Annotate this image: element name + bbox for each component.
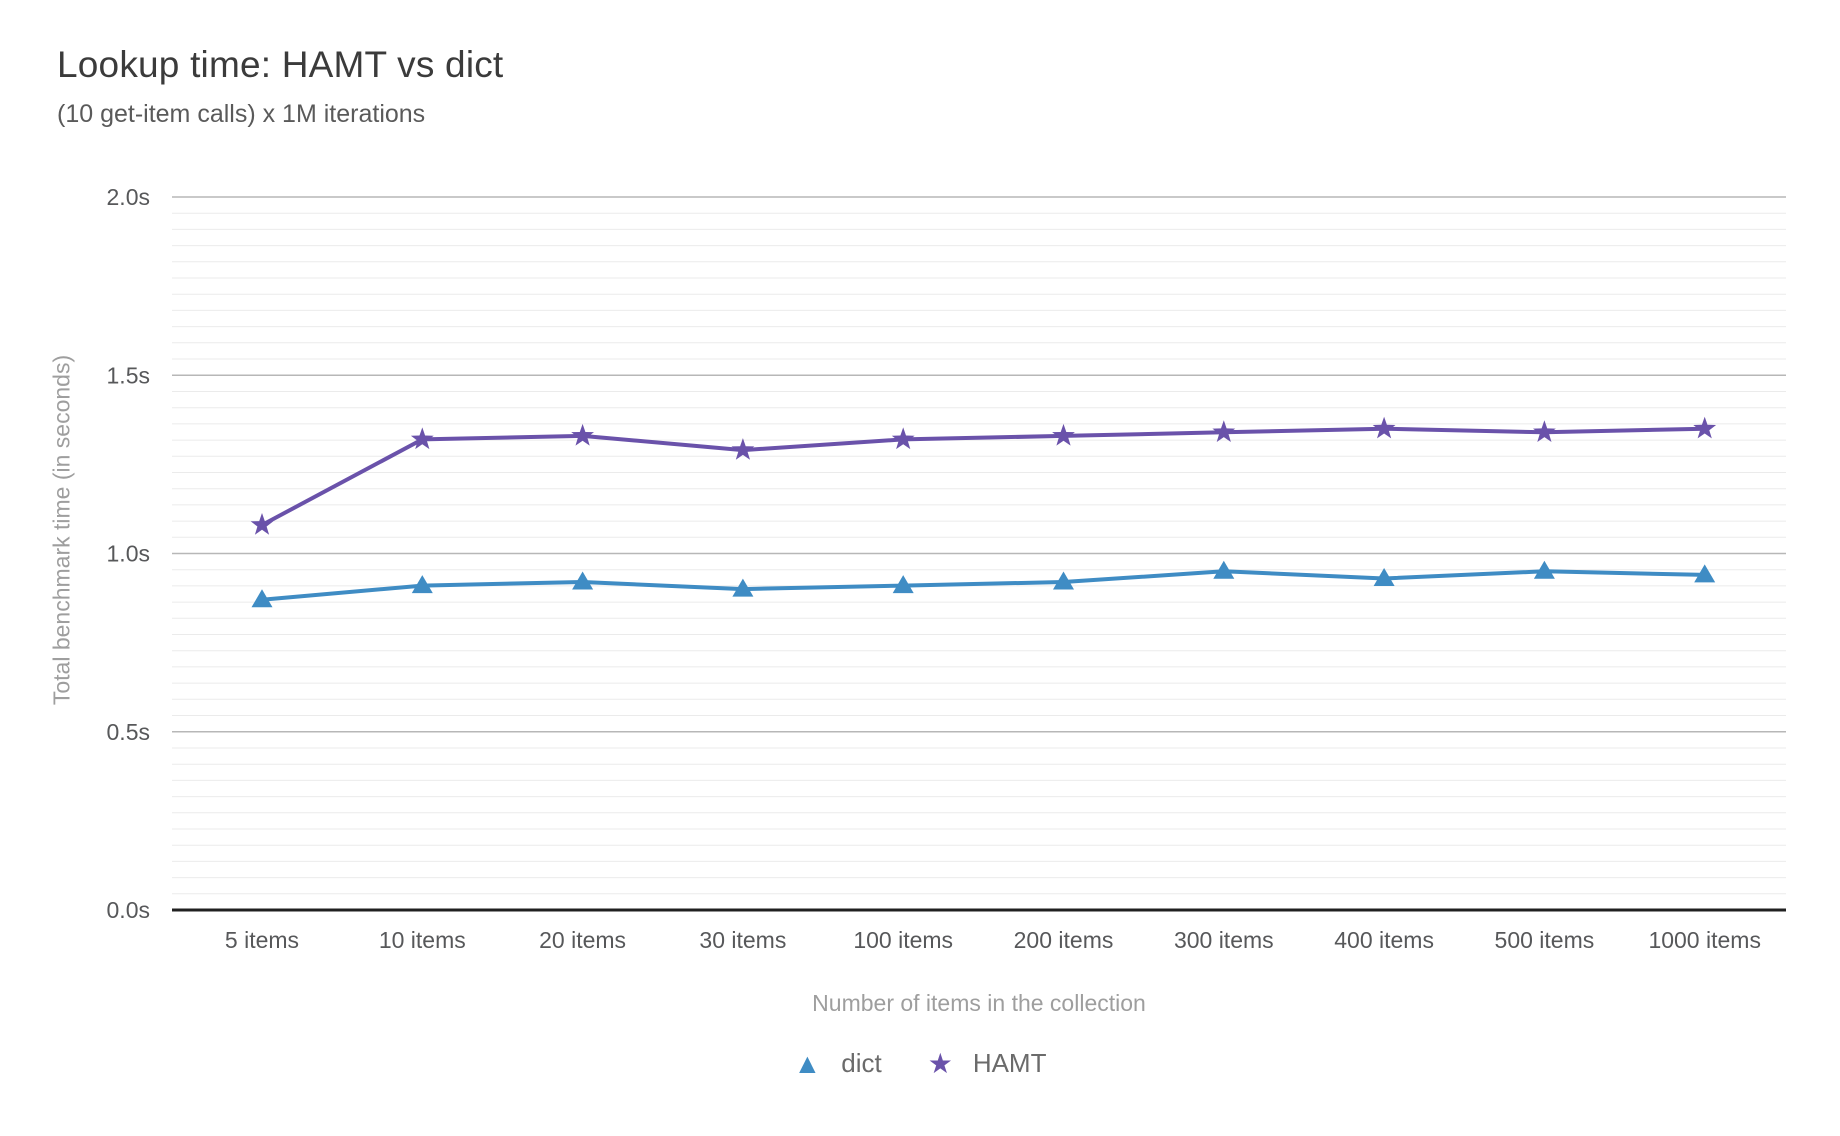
y-tick-label: 1.5s [107, 362, 150, 388]
x-axis-title: Number of items in the collection [812, 990, 1146, 1016]
marker-HAMT-8[interactable] [1533, 420, 1556, 442]
chart-subtitle: (10 get-item calls) x 1M iterations [57, 100, 426, 128]
series-line-HAMT [261, 426, 1705, 527]
marker-HAMT-0[interactable] [250, 513, 274, 535]
y-axis-title: Total benchmark time (in seconds) [48, 354, 75, 706]
x-tick-label: 200 items [1014, 927, 1114, 953]
x-tick-label: 1000 items [1648, 927, 1761, 953]
marker-HAMT-7[interactable] [1372, 416, 1396, 439]
legend: ▲ dict ★ HAMT [0, 1048, 1840, 1079]
x-tick-label: 20 items [539, 927, 626, 953]
marker-HAMT-9[interactable] [1693, 416, 1717, 439]
marker-dict-4[interactable] [892, 575, 914, 594]
marker-dict-0[interactable] [251, 589, 273, 608]
x-tick-label: 100 items [853, 927, 953, 953]
x-tick-label: 500 items [1495, 927, 1595, 953]
x-tick-label: 5 items [225, 927, 299, 953]
x-tick-label: 400 items [1334, 927, 1434, 953]
y-tick-label: 2.0s [107, 184, 150, 210]
marker-dict-5[interactable] [1053, 571, 1074, 590]
legend-item-label: HAMT [972, 1048, 1047, 1078]
x-tick-label: 300 items [1174, 927, 1274, 953]
marker-dict-6[interactable] [1213, 560, 1235, 579]
legend-item-HAMT[interactable]: ★ HAMT [928, 1048, 1047, 1079]
marker-HAMT-3[interactable] [731, 438, 755, 460]
y-tick-label: 0.5s [107, 719, 150, 745]
y-tick-label: 1.0s [107, 541, 150, 567]
y-tick-label: 0.0s [107, 897, 150, 923]
x-tick-label: 10 items [379, 927, 466, 953]
marker-dict-7[interactable] [1373, 568, 1395, 586]
marker-dict-8[interactable] [1533, 560, 1555, 579]
marker-dict-9[interactable] [1694, 564, 1716, 583]
marker-dict-1[interactable] [411, 575, 433, 594]
marker-HAMT-1[interactable] [410, 427, 434, 450]
marker-HAMT-6[interactable] [1212, 420, 1236, 442]
marker-dict-3[interactable] [732, 578, 754, 597]
chart-title: Lookup time: HAMT vs dict [57, 44, 504, 85]
HAMT-star-icon: ★ [927, 1047, 953, 1079]
series-line-dict [261, 569, 1705, 602]
legend-item-label: dict [841, 1048, 882, 1078]
legend-item-dict[interactable]: ▲ dict [794, 1048, 882, 1079]
dict-triangle-icon: ▲ [793, 1047, 822, 1079]
x-tick-label: 30 items [699, 927, 786, 953]
marker-HAMT-2[interactable] [571, 423, 594, 446]
marker-HAMT-4[interactable] [891, 427, 915, 450]
marker-dict-2[interactable] [572, 571, 594, 590]
marker-HAMT-5[interactable] [1052, 423, 1075, 446]
